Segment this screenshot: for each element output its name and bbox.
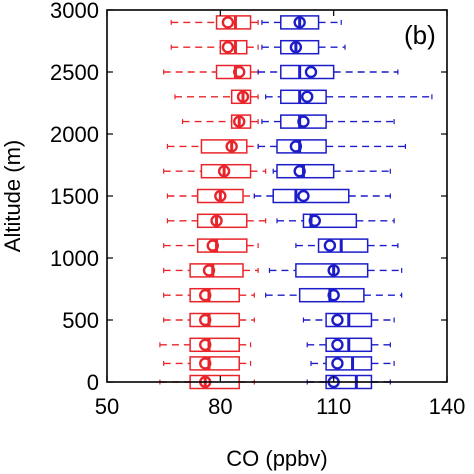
series-1-box-11-box — [280, 114, 327, 129]
series-1-box-14-box — [280, 39, 320, 55]
series-1-box-8-box — [272, 188, 350, 204]
series-0-box-8-mean — [214, 189, 227, 203]
axis-ticks: 50 80 110 140 0 500 1000 1500 2000 2500 3000 — [50, 0, 465, 419]
series-1-box-9-box — [276, 163, 335, 179]
series-1-box-11-mean — [297, 115, 310, 128]
series-1-box-15-mean — [293, 16, 306, 29]
y-tick-label-4: 2000 — [50, 122, 99, 147]
series-1-box-7-mean — [308, 214, 321, 228]
series-0-box-5-box — [189, 263, 244, 278]
series-0-box-7-box — [196, 213, 248, 229]
x-tick-label-3: 140 — [429, 394, 466, 419]
series-1-box-6-mean — [323, 239, 337, 252]
series-0 — [159, 15, 267, 390]
series-1-box-12-box — [280, 89, 327, 105]
series-0-box-14-mean — [221, 41, 235, 54]
series-0-box-5-mean — [202, 264, 216, 277]
x-tick-label-1: 80 — [208, 394, 232, 419]
series-1-box-3-mean — [331, 313, 344, 327]
series-0-box-13-box — [215, 64, 252, 80]
series-1-box-5-box — [295, 263, 369, 278]
plot-frame — [106, 9, 448, 383]
series-1-box-4-mean — [327, 289, 340, 302]
y-tick-label-0: 0 — [87, 370, 99, 395]
plot-marks — [159, 15, 433, 390]
series-1-box-8-mean — [297, 189, 310, 203]
y-tick-label-5: 2500 — [50, 60, 99, 85]
series-0-box-6-mean — [206, 239, 219, 252]
series-0-box-9-mean — [217, 164, 231, 178]
series-1-box-2-mean — [331, 338, 344, 351]
series-0-box-10-mean — [225, 140, 238, 153]
series-0-box-11-mean — [233, 115, 246, 128]
y-tick-label-3: 1500 — [50, 184, 99, 209]
series-1-box-5-mean — [327, 264, 340, 277]
x-axis-label: CO (ppbv) — [226, 446, 327, 471]
series-0-box-4-box — [189, 287, 240, 303]
series-1-box-1-mean — [331, 357, 344, 370]
x-tick-label-0: 50 — [95, 394, 119, 419]
series-1 — [253, 15, 433, 390]
series-0-box-1-box — [189, 356, 240, 371]
series-0-box-9-box — [200, 163, 252, 179]
series-1-box-7-box — [302, 213, 358, 229]
series-0-box-4-mean — [199, 289, 212, 302]
series-0-box-6-box — [196, 238, 248, 253]
series-1-box-10-mean — [289, 140, 303, 153]
series-0-box-14-box — [219, 39, 248, 55]
series-1-box-13-mean — [304, 65, 318, 79]
series-0-box-12-mean — [236, 90, 250, 104]
series-0-box-3-mean — [199, 313, 212, 327]
series-0-box-15-box — [215, 15, 252, 30]
y-tick-label-2: 1000 — [50, 246, 99, 271]
series-1-box-4-box — [298, 287, 365, 303]
series-1-box-14-mean — [289, 41, 303, 54]
y-axis-label: Altitude (m) — [0, 140, 25, 252]
series-1-box-6-box — [317, 238, 369, 253]
series-0-box-1-mean — [199, 357, 212, 370]
series-0-box-3-box — [189, 312, 240, 328]
series-0-box-7-mean — [210, 214, 223, 228]
series-1-box-13-box — [280, 64, 335, 80]
series-0-box-11-box — [230, 114, 252, 129]
series-0-box-2-box — [189, 337, 240, 353]
series-0-box-15-mean — [221, 16, 235, 29]
series-1-box-9-mean — [293, 164, 306, 178]
series-1-box-1-box — [325, 356, 373, 371]
series-0-box-13-mean — [233, 65, 246, 79]
series-0-box-12-box — [230, 89, 252, 105]
y-tick-label-1: 500 — [62, 308, 99, 333]
panel-label: (b) — [404, 20, 436, 50]
series-0-box-2-mean — [199, 338, 212, 351]
series-1-box-12-mean — [301, 90, 314, 104]
x-tick-label-2: 110 — [316, 394, 351, 419]
y-tick-label-6: 3000 — [50, 0, 99, 23]
series-1-box-10-box — [276, 139, 327, 154]
series-0-box-10-box — [200, 139, 248, 154]
